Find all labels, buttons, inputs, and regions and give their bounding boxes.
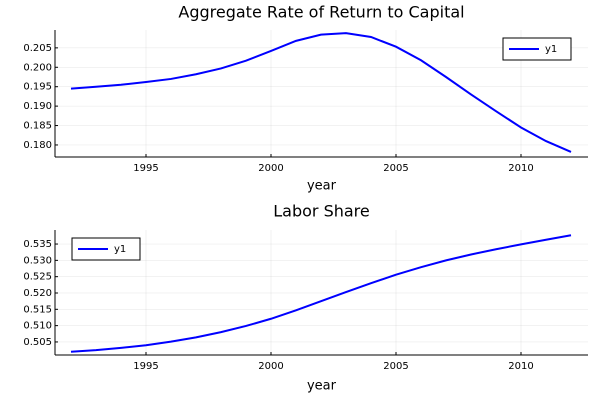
x-axis-label: year [307, 379, 337, 394]
x-tick-label: 1995 [133, 163, 158, 174]
data-line [70, 234, 572, 353]
y-tick-label: 0.510 [23, 321, 52, 332]
x-tick-label: 2005 [383, 361, 408, 372]
x-tick-label: 2010 [508, 163, 533, 174]
y-tick-label: 0.535 [23, 239, 52, 250]
x-tick-label: 2000 [258, 163, 283, 174]
y-tick-label: 0.525 [23, 272, 52, 283]
y-tick-label: 0.190 [23, 101, 52, 112]
y-tick-label: 0.180 [23, 140, 52, 151]
chart-title: Aggregate Rate of Return to Capital [178, 3, 464, 22]
x-axis-label: year [307, 179, 337, 194]
y-tick-label: 0.185 [23, 121, 52, 132]
x-tick-label: 2010 [508, 361, 533, 372]
data-line [70, 32, 572, 153]
legend-label: y1 [545, 44, 557, 55]
y-tick-label: 0.515 [23, 304, 52, 315]
x-tick-label: 2000 [258, 361, 283, 372]
x-tick-label: 1995 [133, 361, 158, 372]
y-tick-label: 0.205 [23, 43, 52, 54]
y-tick-label: 0.520 [23, 288, 52, 299]
y-tick-label: 0.530 [23, 255, 52, 266]
legend-label: y1 [114, 244, 126, 255]
y-tick-label: 0.195 [23, 82, 52, 93]
chart-title: Labor Share [273, 202, 370, 221]
x-tick-label: 2005 [383, 163, 408, 174]
y-tick-label: 0.505 [23, 337, 52, 348]
y-tick-label: 0.200 [23, 62, 52, 73]
